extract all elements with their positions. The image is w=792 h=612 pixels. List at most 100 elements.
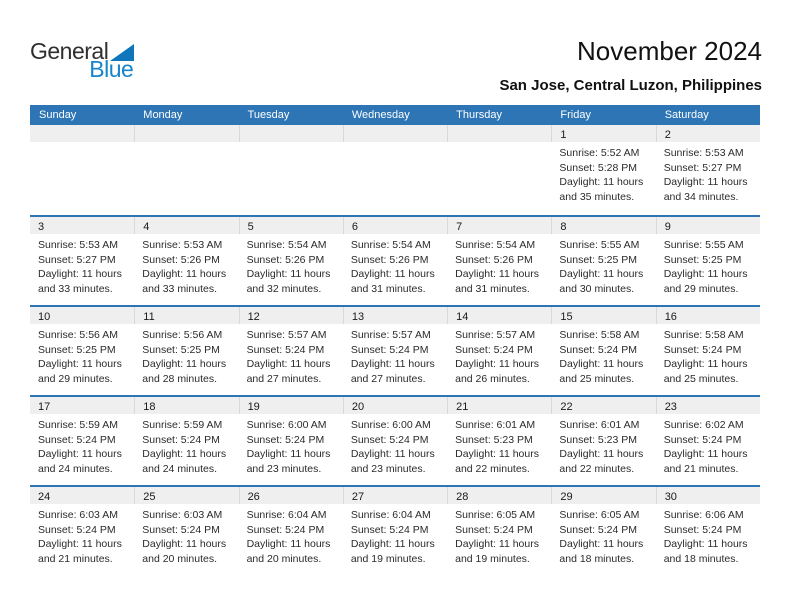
day-number-band: [30, 125, 135, 142]
logo-text-blue: Blue: [89, 56, 134, 82]
daylight-text: and 26 minutes.: [455, 372, 530, 385]
sunset-text: Sunset: 5:25 PM: [38, 343, 116, 356]
day-details: Sunrise: 5:54 AM Sunset: 5:26 PM Daylight:…: [239, 234, 343, 296]
daylight-text: Daylight: 11 hours: [350, 268, 435, 281]
day-details: Sunrise: 5:58 AM Sunset: 5:24 PM Daylight:…: [656, 324, 760, 386]
weekday-header-sunday: Sunday: [39, 109, 77, 121]
day-number: 19: [247, 401, 260, 413]
sunrise-text: Sunrise: 6:01 AM: [559, 419, 640, 431]
weekday-header-saturday: Saturday: [664, 109, 709, 121]
weekday-header-friday: Friday: [560, 109, 591, 121]
sunrise-text: Sunrise: 5:53 AM: [142, 239, 223, 251]
week-row: 24 Sunrise: 6:03 AM Sunset: 5:24 PM Dayligh…: [30, 485, 760, 575]
day-number-band: 4: [134, 217, 239, 234]
sunrise-text: Sunrise: 5:57 AM: [455, 329, 536, 341]
sunset-text: Sunset: 5:24 PM: [38, 433, 116, 446]
day-details: Sunrise: 5:57 AM Sunset: 5:24 PM Daylight:…: [343, 324, 447, 386]
day-cell-1: 1 Sunrise: 5:52 AM Sunset: 5:28 PM Daylight…: [551, 125, 656, 215]
day-number: 12: [247, 311, 260, 323]
day-number-band: 25: [134, 487, 239, 504]
day-cell-empty: [447, 125, 552, 215]
daylight-text: and 31 minutes.: [455, 282, 530, 295]
title-block: November 2024 San Jose, Central Luzon, P…: [499, 36, 762, 94]
weekday-header-row: Sunday Monday Tuesday Wednesday Thursday Frid…: [30, 105, 760, 125]
day-number: 16: [664, 311, 677, 323]
day-details: Sunrise: 6:00 AM Sunset: 5:24 PM Daylight:…: [239, 414, 343, 476]
daylight-text: Daylight: 11 hours: [559, 448, 644, 461]
sunset-text: Sunset: 5:23 PM: [559, 433, 638, 446]
day-cell-22: 22 Sunrise: 6:01 AM Sunset: 5:23 PM Dayligh…: [551, 397, 656, 485]
sunset-text: Sunset: 5:24 PM: [142, 523, 220, 536]
sunrise-text: Sunrise: 5:58 AM: [559, 329, 640, 341]
daylight-text: Daylight: 11 hours: [455, 268, 539, 281]
daylight-text: and 21 minutes.: [38, 552, 113, 565]
daylight-text: and 27 minutes.: [350, 372, 426, 385]
daylight-text: and 20 minutes.: [246, 552, 322, 565]
weekday-header-wednesday: Wednesday: [351, 109, 410, 121]
day-cell-17: 17 Sunrise: 5:59 AM Sunset: 5:24 PM Dayligh…: [30, 397, 135, 485]
daylight-text: and 33 minutes.: [38, 282, 113, 295]
sunrise-text: Sunrise: 6:01 AM: [455, 419, 536, 431]
day-number: 17: [38, 401, 51, 413]
daylight-text: and 22 minutes.: [455, 462, 530, 475]
daylight-text: Daylight: 11 hours: [663, 538, 748, 551]
daylight-text: Daylight: 11 hours: [38, 358, 122, 371]
daylight-text: and 28 minutes.: [142, 372, 217, 385]
weekday-header-monday: Monday: [143, 109, 183, 121]
day-number-band: 2: [655, 125, 760, 142]
day-cell-12: 12 Sunrise: 5:57 AM Sunset: 5:24 PM Dayligh…: [238, 307, 343, 395]
day-number-band: [238, 125, 343, 142]
sunset-text: Sunset: 5:23 PM: [455, 433, 533, 446]
day-number-band: 1: [551, 125, 656, 142]
sunrise-text: Sunrise: 5:53 AM: [663, 147, 744, 159]
day-details: Sunrise: 5:53 AM Sunset: 5:27 PM Daylight:…: [656, 142, 760, 204]
daylight-text: and 21 minutes.: [663, 462, 739, 475]
general-blue-logo: General Blue: [30, 40, 135, 84]
day-cell-3: 3 Sunrise: 5:53 AM Sunset: 5:27 PM Daylight…: [30, 217, 135, 305]
day-details: Sunrise: 5:57 AM Sunset: 5:24 PM Daylight:…: [239, 324, 343, 386]
day-cell-14: 14 Sunrise: 5:57 AM Sunset: 5:24 PM Dayligh…: [447, 307, 552, 395]
sunrise-text: Sunrise: 5:55 AM: [663, 239, 744, 251]
day-number: 25: [143, 491, 156, 503]
day-details: Sunrise: 5:54 AM Sunset: 5:26 PM Daylight:…: [447, 234, 551, 296]
sunrise-text: Sunrise: 6:04 AM: [350, 509, 431, 521]
day-details: Sunrise: 6:01 AM Sunset: 5:23 PM Daylight:…: [447, 414, 551, 476]
day-cell-26: 26 Sunrise: 6:04 AM Sunset: 5:24 PM Dayligh…: [238, 487, 343, 575]
daylight-text: Daylight: 11 hours: [142, 358, 227, 371]
daylight-text: Daylight: 11 hours: [246, 358, 331, 371]
sunset-text: Sunset: 5:24 PM: [246, 523, 325, 536]
day-number: 7: [456, 221, 463, 233]
sunset-text: Sunset: 5:24 PM: [246, 343, 325, 356]
day-cell-empty: [30, 125, 135, 215]
day-details: Sunrise: 6:05 AM Sunset: 5:24 PM Daylight:…: [447, 504, 551, 566]
day-details: Sunrise: 6:06 AM Sunset: 5:24 PM Daylight:…: [656, 504, 760, 566]
day-number-band: 30: [655, 487, 760, 504]
day-cell-9: 9 Sunrise: 5:55 AM Sunset: 5:25 PM Daylight…: [655, 217, 760, 305]
day-details: Sunrise: 6:02 AM Sunset: 5:24 PM Daylight:…: [656, 414, 760, 476]
daylight-text: and 30 minutes.: [559, 282, 635, 295]
day-cell-19: 19 Sunrise: 6:00 AM Sunset: 5:24 PM Dayligh…: [238, 397, 343, 485]
day-number: 22: [560, 401, 573, 413]
daylight-text: Daylight: 11 hours: [559, 268, 644, 281]
day-cell-empty: [238, 125, 343, 215]
day-number-band: 12: [238, 307, 343, 324]
sunrise-text: Sunrise: 5:56 AM: [38, 329, 118, 341]
day-number: 30: [664, 491, 677, 503]
sunrise-text: Sunrise: 6:05 AM: [559, 509, 640, 521]
day-number-band: 11: [134, 307, 239, 324]
daylight-text: and 29 minutes.: [38, 372, 113, 385]
day-number-band: 15: [551, 307, 656, 324]
day-number: 20: [351, 401, 365, 413]
sunrise-text: Sunrise: 6:00 AM: [246, 419, 327, 431]
sunset-text: Sunset: 5:26 PM: [142, 253, 220, 266]
sunset-text: Sunset: 5:24 PM: [455, 343, 533, 356]
day-cell-20: 20 Sunrise: 6:00 AM Sunset: 5:24 PM Dayligh…: [342, 397, 448, 485]
day-number-band: 26: [238, 487, 343, 504]
daylight-text: Daylight: 11 hours: [246, 268, 331, 281]
daylight-text: and 33 minutes.: [142, 282, 217, 295]
week-row: 1 Sunrise: 5:52 AM Sunset: 5:28 PM Daylight…: [30, 125, 760, 215]
day-number-band: 29: [551, 487, 656, 504]
day-details: Sunrise: 5:55 AM Sunset: 5:25 PM Daylight:…: [656, 234, 760, 296]
day-number-band: 22: [551, 397, 656, 414]
day-number: 2: [664, 129, 671, 141]
